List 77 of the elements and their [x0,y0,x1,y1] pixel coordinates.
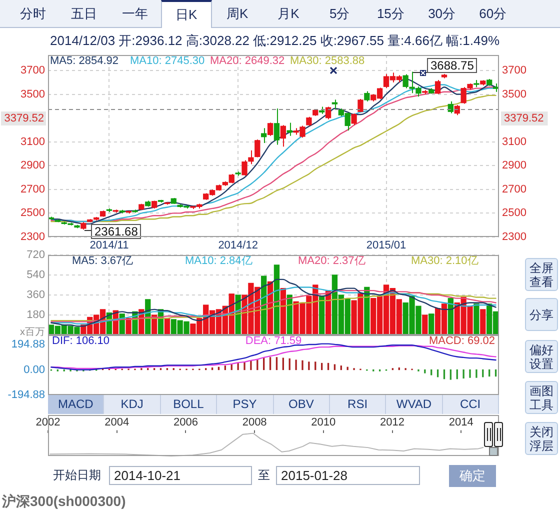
text: 开始日期 [53,467,101,483]
button: 画图工具 [525,381,558,414]
text: 沪深300(sh000300) [2,493,126,510]
tab: OBV [274,395,330,414]
y-tick-label: 2900 [20,160,45,172]
y2-tick-label: 2900 [502,160,526,172]
y-tick-label: 3700 [20,64,45,76]
text: 分时 [19,5,47,23]
text: MA10: 2745.30 [130,55,205,68]
text: MA5: 2854.92 [50,55,118,68]
text: 月K [276,5,300,23]
y2-tick-label: 2700 [502,183,526,196]
y-tick-label: 180 [26,309,45,322]
y-tick-label: 2700 [20,183,45,196]
y-tick-label: 0.00 [24,364,45,376]
y-tick-label: 540 [26,269,45,282]
x-tick-label: 2010 [311,416,336,429]
y-tick-label: 360 [26,289,45,302]
x-tick-label: 2014/12 [218,240,258,252]
button: 确定 [449,465,496,487]
tab: CCI [442,395,499,414]
text: 3379.52 [504,112,544,125]
y-tick-label: -194.88 [8,389,45,402]
text: 15分 [376,5,406,23]
date-field: 2014-10-21 [109,466,252,485]
tab: 日K [160,0,212,28]
text: MACD: 69.02 [428,335,495,348]
y2-tick-label: 2300 [502,231,526,244]
annotation: 2361.68 [94,224,138,238]
x-tick-label: 2002 [36,416,60,429]
x-tick-label: 2008 [242,416,267,429]
series-label: DEA: 71.59 [245,335,302,348]
text: MA30: 2583.88 [290,55,365,68]
text: 60分 [478,5,508,23]
text: MA20: 2.37亿 [298,255,366,268]
x-tick-label: 2012 [380,416,405,429]
y-tick-label: 194.88 [11,338,45,351]
x-tick-label: 2015/01 [366,240,406,252]
y-tick-label: 720 [26,249,45,262]
text: 30分 [427,5,457,23]
y-tick-label: 3500 [20,88,45,100]
x-tick-label: 2004 [104,416,130,429]
y-tick-label: 2500 [20,207,45,220]
text: 五日 [70,5,98,23]
button: 全屏查看 [525,258,558,291]
x-tick-label: 2014 [448,416,474,429]
y-axis-title: x百万 [20,326,45,338]
y2-tick-label: 3100 [502,136,526,148]
text: 5分 [328,5,351,23]
y2-tick-label: 3700 [502,64,526,76]
text: MA10: 2.84亿 [185,255,252,268]
text: MA20: 2649.32 [210,55,285,68]
chart-title: 2014/12/03 开:2936.12 高:3028.22 低:2912.25 收:2967.55 量:4.66亿 幅:1.49% [50,32,500,50]
series-label: DIF: 106.10 [52,335,110,348]
ref-line-label: 3379.52 [4,112,44,125]
tab: PSY [217,395,274,414]
text: 周K [226,5,250,23]
text: MA30: 2.10亿 [411,255,478,268]
date-field: 2015-01-28 [276,466,420,485]
y2-tick-label: 2500 [502,207,526,220]
button: 偏好设置 [525,340,558,373]
button: 关闭浮层 [525,422,558,455]
tab: MACD [48,395,104,414]
annotation: 3688.75 [430,58,474,72]
tab: WVAD [386,395,443,414]
y2-tick-label: 3500 [502,88,526,100]
tab: BOLL [160,395,218,414]
x-tick-label: 2006 [173,416,198,429]
button: 分享 [525,298,558,331]
tab: KDJ [104,395,161,414]
tab: RSI [330,395,386,414]
x-tick-label: 2014/11 [90,240,129,252]
text: 至 [258,467,270,483]
y-tick-label: 2300 [20,231,45,244]
y-tick-label: 3100 [20,136,45,148]
text: 一年 [121,5,150,23]
text: MA5: 3.67亿 [72,255,134,268]
